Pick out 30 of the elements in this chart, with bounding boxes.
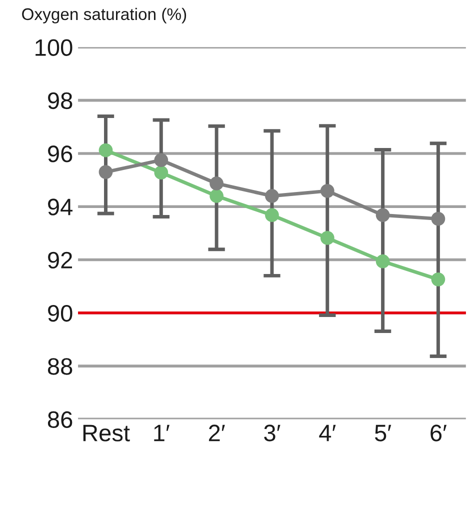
point bbox=[154, 166, 168, 180]
point bbox=[154, 153, 168, 168]
point bbox=[320, 184, 334, 198]
x-tick-label: 3′ bbox=[264, 424, 280, 442]
point bbox=[376, 208, 390, 222]
point bbox=[98, 143, 113, 158]
y-tick-label: 88 bbox=[48, 358, 72, 375]
point bbox=[98, 165, 113, 180]
point bbox=[431, 272, 446, 286]
y-tick-label: 98 bbox=[48, 92, 72, 110]
point bbox=[265, 189, 279, 203]
x-tick-label: Rest bbox=[83, 424, 130, 442]
y-axis-title: Oxygen saturation (%) bbox=[22, 8, 186, 24]
x-tick-label: 5′ bbox=[374, 424, 392, 442]
y-tick-label: 100 bbox=[36, 39, 72, 56]
point bbox=[210, 189, 224, 203]
y-tick-label: 92 bbox=[48, 252, 72, 269]
x-tick-label: 4′ bbox=[319, 424, 336, 442]
point bbox=[431, 212, 446, 226]
x-tick-label: 2′ bbox=[208, 424, 225, 442]
point bbox=[376, 254, 390, 268]
y-tick-label: 90 bbox=[48, 304, 72, 322]
y-tick-label: 94 bbox=[48, 198, 72, 216]
x-tick-label: 1′ bbox=[154, 424, 170, 442]
point bbox=[320, 231, 334, 245]
y-tick-label: 86 bbox=[48, 411, 72, 428]
y-tick-label: 96 bbox=[48, 146, 72, 162]
point bbox=[210, 176, 224, 190]
x-tick-label: 6′ bbox=[430, 424, 447, 442]
point bbox=[265, 208, 279, 222]
